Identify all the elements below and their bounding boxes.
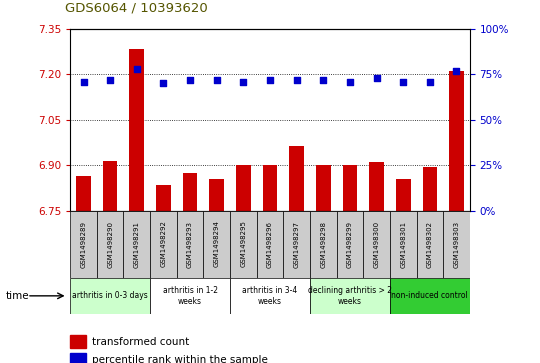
Bar <box>70 353 86 363</box>
Bar <box>230 211 256 278</box>
Bar <box>204 211 230 278</box>
Text: GSM1498299: GSM1498299 <box>347 221 353 268</box>
Bar <box>449 72 464 211</box>
Bar <box>310 211 336 278</box>
Text: arthritis in 3-4
weeks: arthritis in 3-4 weeks <box>242 286 298 306</box>
Bar <box>369 162 384 211</box>
Point <box>159 81 168 86</box>
Text: arthritis in 1-2
weeks: arthritis in 1-2 weeks <box>163 286 218 306</box>
Point <box>266 77 274 83</box>
Point <box>319 77 328 83</box>
Point <box>452 68 461 74</box>
Bar <box>284 211 310 278</box>
Point <box>212 77 221 83</box>
Bar <box>177 211 204 278</box>
Bar <box>150 278 230 314</box>
Bar <box>422 167 437 211</box>
Bar <box>390 211 416 278</box>
Point <box>399 79 408 85</box>
Bar <box>124 211 150 278</box>
Bar <box>70 278 150 314</box>
Point <box>132 66 141 72</box>
Point <box>372 75 381 81</box>
Bar <box>230 278 310 314</box>
Point <box>426 79 434 85</box>
Bar <box>76 176 91 211</box>
Text: time: time <box>5 291 29 301</box>
Bar <box>316 165 330 211</box>
Bar <box>236 165 251 211</box>
Bar <box>342 165 357 211</box>
Text: transformed count: transformed count <box>92 337 190 347</box>
Text: declining arthritis > 2
weeks: declining arthritis > 2 weeks <box>308 286 392 306</box>
Text: GSM1498296: GSM1498296 <box>267 221 273 268</box>
Text: percentile rank within the sample: percentile rank within the sample <box>92 355 268 363</box>
Bar <box>156 185 171 211</box>
Text: GSM1498302: GSM1498302 <box>427 221 433 268</box>
Bar <box>443 211 470 278</box>
Bar <box>70 211 97 278</box>
Text: GSM1498300: GSM1498300 <box>374 221 380 268</box>
Text: GSM1498294: GSM1498294 <box>214 221 220 268</box>
Bar <box>97 211 124 278</box>
Point <box>292 77 301 83</box>
Bar <box>390 278 470 314</box>
Text: non-induced control: non-induced control <box>392 291 468 300</box>
Text: GSM1498295: GSM1498295 <box>240 221 246 268</box>
Bar <box>363 211 390 278</box>
Point <box>346 79 354 85</box>
Bar <box>262 165 278 211</box>
Text: GSM1498303: GSM1498303 <box>454 221 460 268</box>
Bar <box>130 49 144 211</box>
Bar <box>289 146 304 211</box>
Text: GSM1498297: GSM1498297 <box>294 221 300 268</box>
Point <box>239 79 248 85</box>
Bar <box>256 211 284 278</box>
Bar <box>336 211 363 278</box>
Point <box>79 79 88 85</box>
Text: GSM1498292: GSM1498292 <box>160 221 166 268</box>
Text: GSM1498293: GSM1498293 <box>187 221 193 268</box>
Text: GSM1498298: GSM1498298 <box>320 221 326 268</box>
Bar <box>210 179 224 211</box>
Text: GDS6064 / 10393620: GDS6064 / 10393620 <box>65 1 207 15</box>
Bar <box>183 173 198 211</box>
Text: GSM1498289: GSM1498289 <box>80 221 86 268</box>
Text: GSM1498290: GSM1498290 <box>107 221 113 268</box>
Point <box>106 77 114 83</box>
Bar <box>396 179 410 211</box>
Bar <box>150 211 177 278</box>
Bar <box>103 161 118 211</box>
Text: arthritis in 0-3 days: arthritis in 0-3 days <box>72 291 148 300</box>
Bar <box>70 335 86 348</box>
Text: GSM1498291: GSM1498291 <box>134 221 140 268</box>
Point <box>186 77 194 83</box>
Bar <box>416 211 443 278</box>
Bar <box>310 278 390 314</box>
Text: GSM1498301: GSM1498301 <box>400 221 406 268</box>
